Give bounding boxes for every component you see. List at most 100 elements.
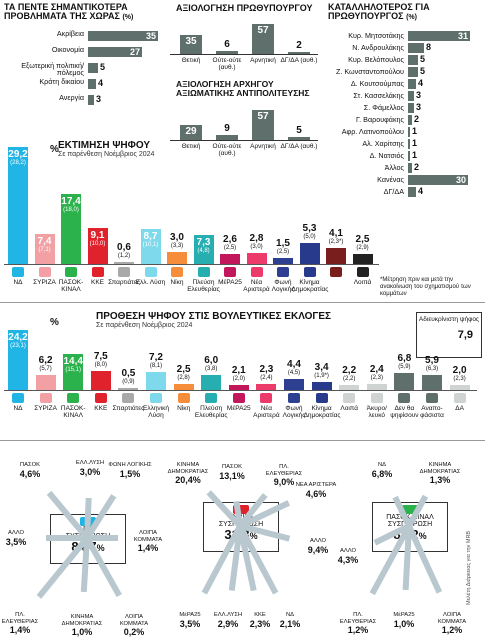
party-value: 3,4 bbox=[314, 361, 329, 373]
party-logo-icon bbox=[288, 393, 300, 403]
flow-item: ΜέΡΑ25 3,5% bbox=[168, 612, 212, 629]
flow-item: ΑΛΛΟ 9,4% bbox=[296, 538, 340, 555]
bar-row: Κυρ. Μητσοτάκης 31 bbox=[348, 30, 474, 42]
party-bar bbox=[193, 234, 214, 264]
bar-row: Ν. Ανδρουλάκης 8 bbox=[352, 42, 474, 54]
bar-value: 27 bbox=[129, 47, 140, 57]
bar bbox=[408, 127, 410, 137]
bar bbox=[408, 43, 424, 53]
party-prev: (5,0) bbox=[303, 233, 316, 240]
flow-item: ΑΛΛΟ 3,5% bbox=[0, 530, 38, 547]
bar bbox=[408, 79, 416, 89]
party-prev: (2,5) bbox=[223, 244, 237, 251]
flow-label: ΠΛ. ΕΛΕΥΘΕΡΙΑΣ bbox=[1, 612, 39, 625]
pm-suit-title: ΚΑΤΑΛΛΗΛΟΤΕΡΟΣ ΓΙΑ ΠΡΩΘΥΠΟΥΡΓΟΣ (%) bbox=[328, 2, 430, 22]
party-value: 5,9 bbox=[425, 355, 439, 367]
vote-est-subtitle: Σε παρένθεση Νοέμβριος 2024 bbox=[58, 151, 155, 158]
party-logo-icon bbox=[356, 267, 369, 277]
flow-item: ΕΛΛ.ΛΥΣΗ 3,0% bbox=[68, 460, 112, 477]
party-label: ΠΑΣΟΚ-ΚΙΝΑΛ bbox=[58, 279, 84, 293]
party-bar bbox=[311, 381, 332, 390]
party-label: Σπαρτιάτες bbox=[112, 405, 145, 412]
bar-value: 30 bbox=[455, 175, 466, 185]
party-logo-icon bbox=[67, 393, 80, 403]
flow-value: 1,4% bbox=[9, 625, 31, 635]
flow-label: ΛΟΙΠΑ ΚΟΜΜΑΤΑ bbox=[133, 530, 163, 543]
flow-label: ΝΔ bbox=[285, 612, 295, 618]
flow-value: 2,3% bbox=[249, 618, 271, 629]
party-value: 3,0 bbox=[170, 232, 184, 243]
party-value: 8,7 bbox=[143, 231, 158, 243]
party-bar bbox=[449, 385, 470, 390]
bar-label: Αρνητική bbox=[250, 57, 276, 64]
flow-item: ΝΕΑ ΑΡΙΣΤΕΡΑ 4,6% bbox=[294, 482, 338, 499]
bar bbox=[252, 23, 274, 54]
party-bar bbox=[8, 147, 28, 264]
party-value: 2,5 bbox=[355, 234, 370, 245]
party-bar bbox=[228, 384, 249, 390]
bar: 35 bbox=[88, 31, 158, 41]
party-logo-icon bbox=[94, 393, 107, 403]
bar-value: 31 bbox=[457, 31, 468, 41]
party-prev: (7,1) bbox=[38, 247, 51, 254]
bar-label: Οικονομία bbox=[51, 45, 84, 54]
party-label: Φωνή Λογικής bbox=[282, 405, 306, 419]
flow-item: ΚΙΝΗΜΑ ΔΗΜΟΚΡΑΤΙΑΣ 1,0% bbox=[60, 614, 104, 637]
party-logo-icon bbox=[277, 267, 289, 277]
bar-value: 6 bbox=[224, 38, 230, 50]
party-label: Νίκη bbox=[170, 279, 184, 286]
separator bbox=[0, 302, 485, 303]
consolidation-value-suffix: % bbox=[96, 543, 105, 553]
bar-label: Αλ. Χαρίτσης bbox=[362, 139, 404, 148]
bar-value: 5 bbox=[420, 54, 426, 64]
flow-label: ΠΛ. ΕΛΕΥΘΕΡΙΑΣ bbox=[339, 612, 377, 625]
party-bar bbox=[352, 254, 373, 264]
party-prev: (5,9) bbox=[398, 364, 411, 371]
bar bbox=[252, 109, 274, 140]
vote-est-pct: % bbox=[50, 144, 59, 155]
party-logo-icon bbox=[232, 393, 245, 403]
bar-value: 2 bbox=[414, 114, 420, 124]
party-label: Φωνή Λογικής bbox=[271, 279, 295, 293]
bar-row: Ακρίβεια 35 bbox=[57, 30, 160, 42]
bar-value: 3 bbox=[416, 102, 422, 112]
flow-value: 4,6% bbox=[19, 468, 41, 479]
flow-item: ΛΟΙΠΑ ΚΟΜΜΑΤΑ 0,2% bbox=[112, 614, 156, 637]
flow-value: 2,1% bbox=[279, 618, 301, 629]
party-logo-icon bbox=[177, 393, 190, 403]
flow-value: 4,3% bbox=[337, 554, 359, 565]
flow-item: ΝΔ 2,1% bbox=[268, 612, 312, 629]
bar bbox=[408, 67, 418, 77]
party-prev: (2,9) bbox=[356, 245, 369, 251]
bar-row: Κράτη δικαίου 4 bbox=[39, 78, 160, 90]
flow-label: ΝΕΑ ΑΡΙΣΤΕΡΑ bbox=[295, 482, 337, 488]
gov-eval-chart: 35 Θετική 6 Ούτε-ούτε (αυθ.) 57 Αρνητική 2 ΔΓ/Δ… bbox=[170, 14, 320, 74]
gov-eval-title: ΑΞΙΟΛΟΓΗΣΗ ΠΡΩΘΥΠΟΥΡΓΟΥ bbox=[176, 3, 313, 13]
flow-label: ΕΛΛ.ΛΥΣΗ bbox=[213, 612, 243, 618]
party-value: 4,1 bbox=[329, 227, 343, 239]
party-bar bbox=[422, 375, 442, 390]
party-value: 0,5 bbox=[121, 368, 136, 379]
flow-label: ΚΙΝΗΜΑ ΔΗΜΟΚΡΑΤΙΑΣ bbox=[419, 462, 461, 475]
flow-value: 13,1% bbox=[219, 470, 245, 481]
bar-value: 57 bbox=[257, 110, 269, 122]
bar-label: Κράτη δικαίου bbox=[39, 77, 84, 86]
party-value: 7,3 bbox=[196, 236, 211, 248]
flow-item: ΠΑΣΟΚ 13,1% bbox=[210, 464, 254, 481]
undecided-box-title: Αδιευκρίνιστη ψήφος bbox=[418, 316, 480, 323]
party-label: Πλεύση Ελευθερίας bbox=[187, 279, 220, 293]
flow-label: ΚΙΝΗΜΑ ΔΗΜΟΚΡΑΤΙΑΣ bbox=[167, 462, 209, 475]
party-prev: (10,0) bbox=[89, 240, 106, 247]
bar-value: 5 bbox=[100, 62, 106, 72]
party-label: Λοιπά bbox=[353, 279, 372, 286]
party-logo-icon bbox=[171, 267, 183, 277]
opp-eval-title: ΑΞΙΟΛΟΓΗΣΗ ΑΡΧΗΓΟΥ ΑΞΙΩΜΑΤΙΚΗΣ ΑΝΤΙΠΟΛΙΤ… bbox=[176, 79, 310, 98]
party-bar bbox=[114, 261, 134, 264]
party-bar bbox=[256, 384, 277, 390]
bar-value: 35 bbox=[185, 36, 197, 48]
party-value: 29,2 bbox=[8, 149, 28, 161]
bar-row: ΔΓ/ΔΑ 4 bbox=[384, 186, 474, 198]
bar: 27 bbox=[88, 47, 142, 57]
flow-value: 1,2% bbox=[441, 625, 463, 635]
party-value: 2,4 bbox=[369, 364, 384, 376]
